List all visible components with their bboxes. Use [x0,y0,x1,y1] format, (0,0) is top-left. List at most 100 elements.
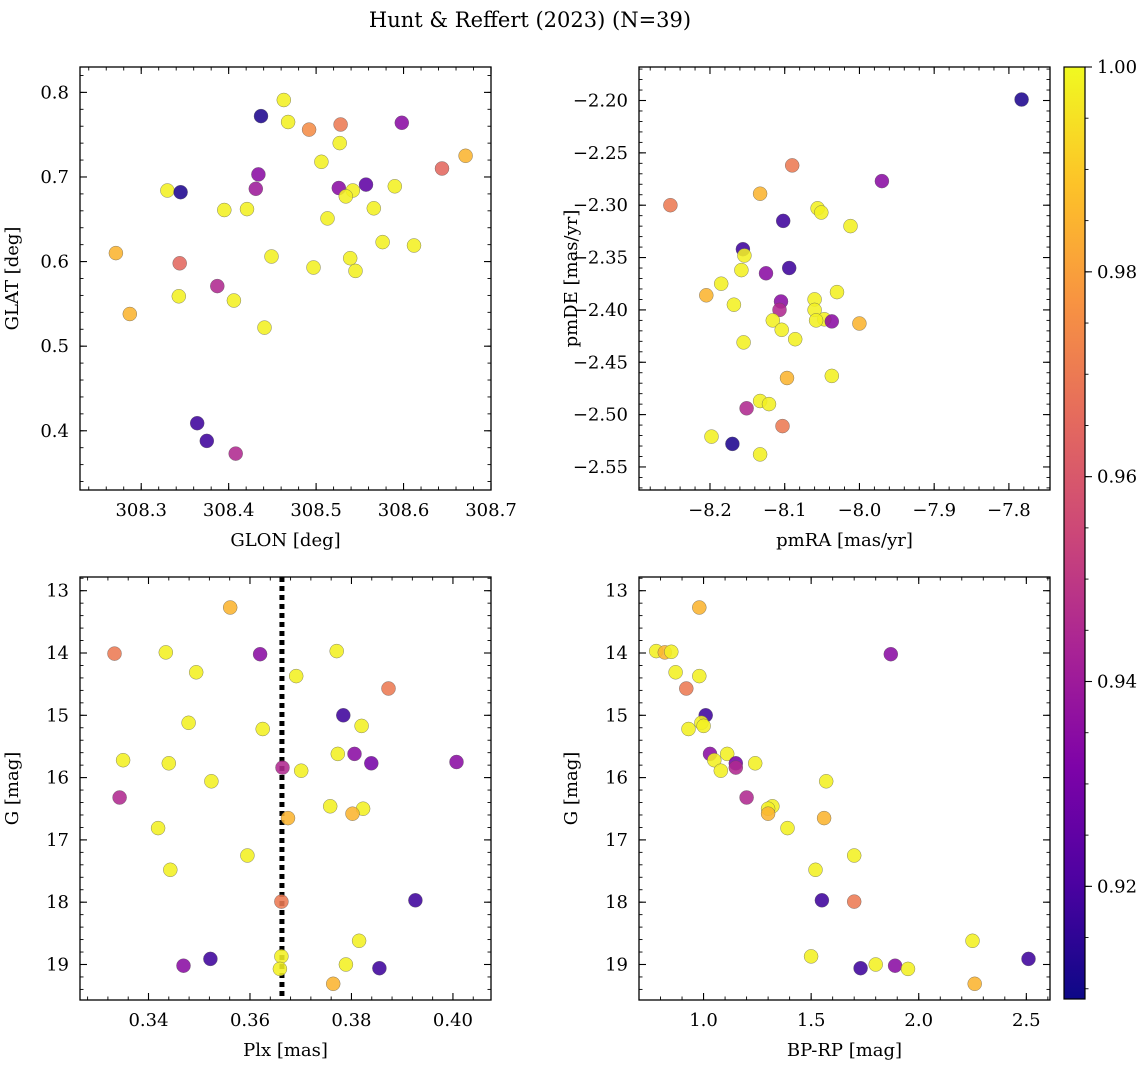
y-tick-label: 17 [46,830,69,851]
y-tick-label: −2.30 [573,195,628,216]
pmra-pmde-panel: −8.2 −8.1 −8.0 −7.9 −7.8 −2.55 −2.50 −2.45 −2.40… [561,66,1051,551]
data-point [112,790,127,805]
data-point [107,646,122,661]
y-tick-label: −2.25 [573,143,628,164]
y-tick-label: 16 [46,768,69,789]
y-tick-label: 13 [605,581,628,602]
data-point [115,752,131,768]
data-point [336,708,351,723]
data-point [852,316,867,331]
y-tick-label: 19 [46,954,69,975]
data-point [301,122,317,137]
data-point [704,429,719,444]
data-point [210,278,225,294]
x-tick-label: 0.40 [433,1010,473,1031]
data-point [774,322,789,338]
plx-g-panel: 0.34 0.36 0.38 0.40 13 14 15 16 17 18 19 Plx [mas] G… [2,576,492,1061]
data-point [739,401,754,416]
figure-title: Hunt & Reffert (2023) (N=39) [369,8,691,32]
data-point [779,370,795,386]
plot-frame [638,576,1051,1001]
y-tick-label: −2.50 [573,405,628,426]
data-point [161,756,177,771]
data-point [188,665,204,680]
data-point [846,848,862,863]
data-point [824,314,840,329]
data-point [814,893,830,908]
y-tick-label: 18 [46,892,69,913]
data-point [248,181,264,197]
y-tick-label: 15 [605,705,628,726]
data-point [887,958,903,973]
data-point [264,249,279,264]
data-point [275,760,290,775]
data-point [781,260,797,276]
data-point [752,447,768,462]
data-point [325,976,341,992]
data-point [345,806,360,821]
data-point [734,262,749,278]
data-point [900,961,916,977]
data-point [761,396,777,412]
x-tick-label: −8.2 [688,500,732,521]
x-tick-label: −7.8 [987,500,1031,521]
data-point [338,189,354,204]
data-point [814,205,829,220]
y-tick-label: 0.4 [40,421,69,442]
data-point [257,320,272,335]
data-point [375,234,390,250]
x-tick-label: 1.0 [689,1010,718,1031]
x-tick-label: −8.0 [838,500,882,521]
data-point [874,173,890,189]
x-axis-label: GLON [deg] [230,530,340,551]
data-point [338,957,354,972]
x-axis-label: Plx [mas] [243,1040,328,1061]
x-axis-label: pmRA [mas/yr] [776,530,913,551]
data-point [803,949,819,964]
data-point [222,600,238,615]
colorbar-tick-label: 0.92 [1097,876,1137,897]
data-point [280,810,296,826]
y-tick-label: 15 [46,705,69,726]
data-point [274,894,289,909]
data-point [775,213,791,229]
data-point [449,754,464,770]
data-point [668,665,683,680]
x-tick-label: 0.38 [331,1010,371,1031]
data-point [728,760,744,775]
data-point [364,756,379,771]
data-point [204,774,219,789]
data-point [351,933,367,949]
data-point [381,681,396,696]
y-tick-label: 18 [605,892,628,913]
data-point [293,763,309,778]
data-point [358,177,374,192]
y-tick-label: 14 [46,643,69,664]
data-point [692,600,707,615]
x-axis-label: BP-RP [mag] [787,1040,902,1061]
data-point [775,418,790,434]
data-point [707,752,722,768]
data-point [274,949,289,964]
colorbar-tick-label: 0.96 [1097,467,1137,488]
data-point [158,645,174,660]
data-point [736,335,751,350]
y-axis-label: G [mag] [561,752,582,825]
y-axis-label: pmDE [mas/yr] [561,210,582,348]
data-point [965,933,980,949]
y-tick-label: −2.45 [573,352,628,373]
data-point [679,681,694,696]
plot-frame [638,66,1051,491]
x-tick-label: −7.9 [912,500,956,521]
data-point [347,746,362,762]
data-point [333,117,348,132]
y-tick-label: 19 [605,954,628,975]
data-point [699,288,714,303]
data-point [883,646,899,662]
data-point [725,436,740,452]
data-point [784,158,800,173]
data-point [458,148,473,164]
data-point [692,668,707,684]
data-point [737,248,752,263]
